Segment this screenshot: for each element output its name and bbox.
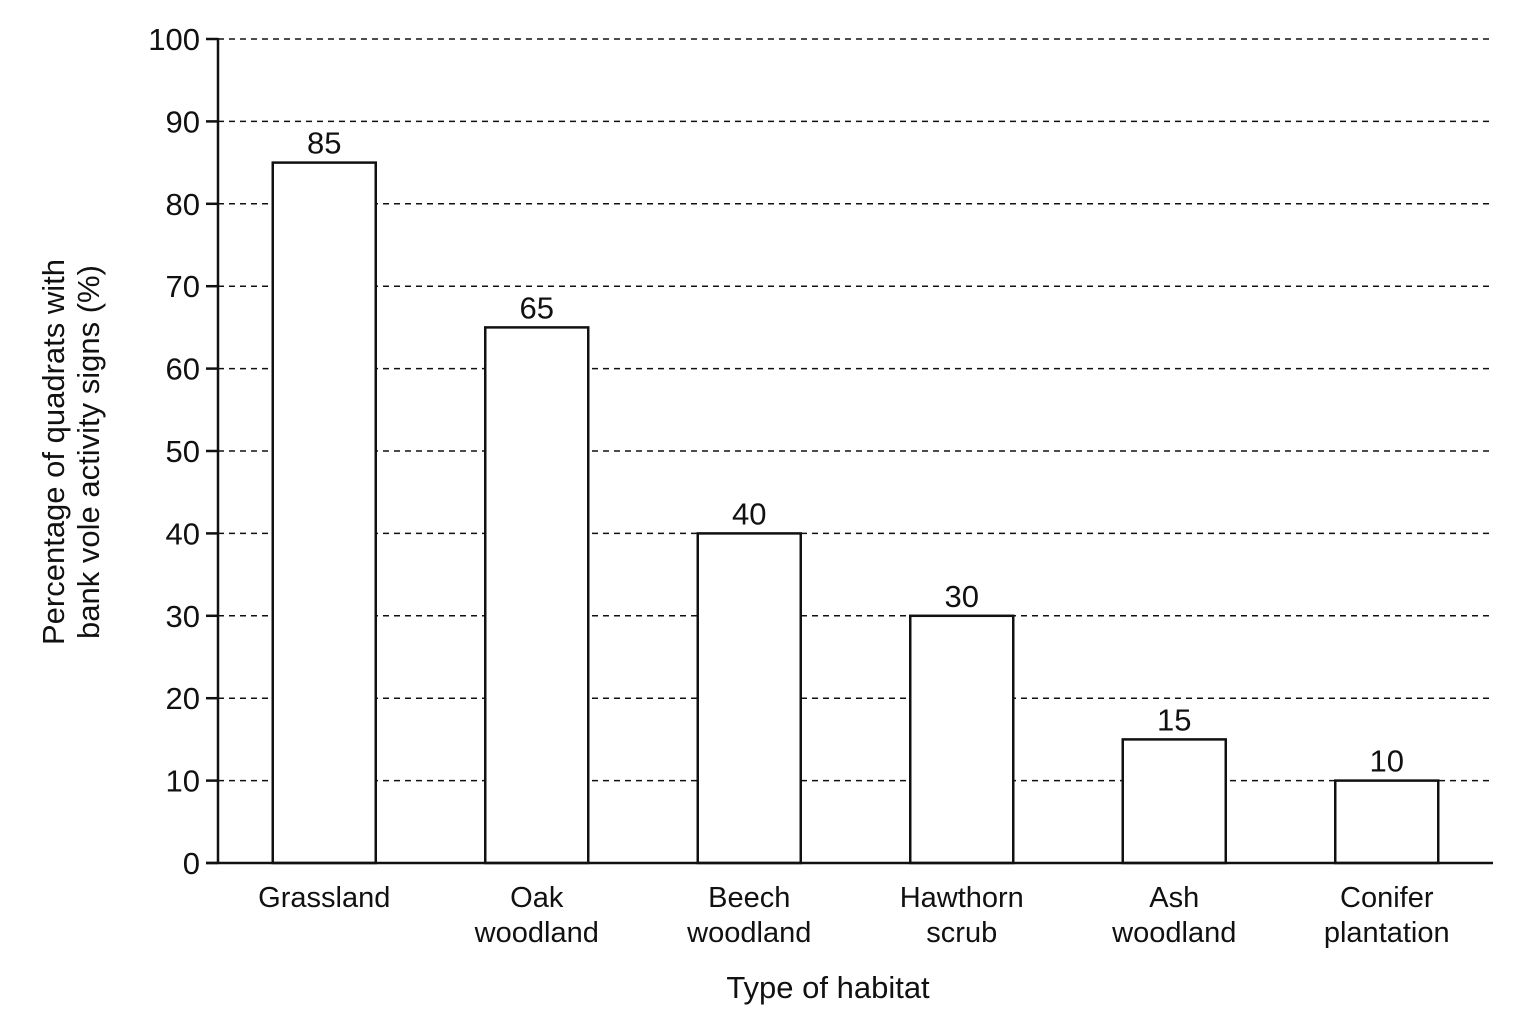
grid-lines — [218, 38, 1493, 782]
bar — [696, 532, 802, 865]
y-axis-title: Percentage of quadrats withbank vole act… — [36, 259, 106, 645]
bar — [484, 326, 590, 865]
bar — [1121, 738, 1227, 865]
data-label: 40 — [732, 496, 766, 531]
y-tick-label: 10 — [166, 764, 200, 799]
data-label: 30 — [945, 579, 979, 614]
bar — [271, 161, 377, 865]
bar — [909, 614, 1015, 865]
value-labels: 85 65 40 30 15 10 — [307, 126, 1404, 779]
x-category-label: Hawthorn scrub — [900, 882, 1024, 949]
x-category-label: Conifer plantation — [1324, 882, 1450, 949]
y-tick-label: 60 — [166, 352, 200, 387]
y-tick-label: 90 — [166, 104, 200, 139]
x-category-label: Beech woodland — [686, 882, 811, 949]
y-tick-label: 50 — [166, 434, 200, 469]
y-tick-label: 20 — [166, 681, 200, 716]
data-label: 10 — [1370, 744, 1404, 779]
y-tick-label: 40 — [166, 516, 200, 551]
x-category-label: Grassland — [258, 882, 390, 914]
data-label: 85 — [307, 126, 341, 161]
y-tick-label: 70 — [166, 269, 200, 304]
x-category-label: Ash woodland — [1111, 882, 1236, 949]
y-ticks: 0 10 20 30 40 50 60 70 80 90 100 — [148, 22, 218, 881]
y-tick-label: 30 — [166, 599, 200, 634]
x-axis-title: Type of habitat — [726, 970, 930, 1005]
data-label: 15 — [1157, 702, 1191, 737]
y-tick-label: 0 — [183, 846, 200, 881]
x-category-labels: Grassland Oak woodland Beech woodland Hawthor… — [258, 882, 1449, 949]
y-tick-label: 100 — [148, 22, 200, 57]
x-category-label: Oak woodland — [474, 882, 599, 949]
bars — [271, 161, 1440, 865]
bar — [1334, 779, 1440, 865]
data-label: 65 — [520, 290, 554, 325]
y-tick-label: 80 — [166, 187, 200, 222]
